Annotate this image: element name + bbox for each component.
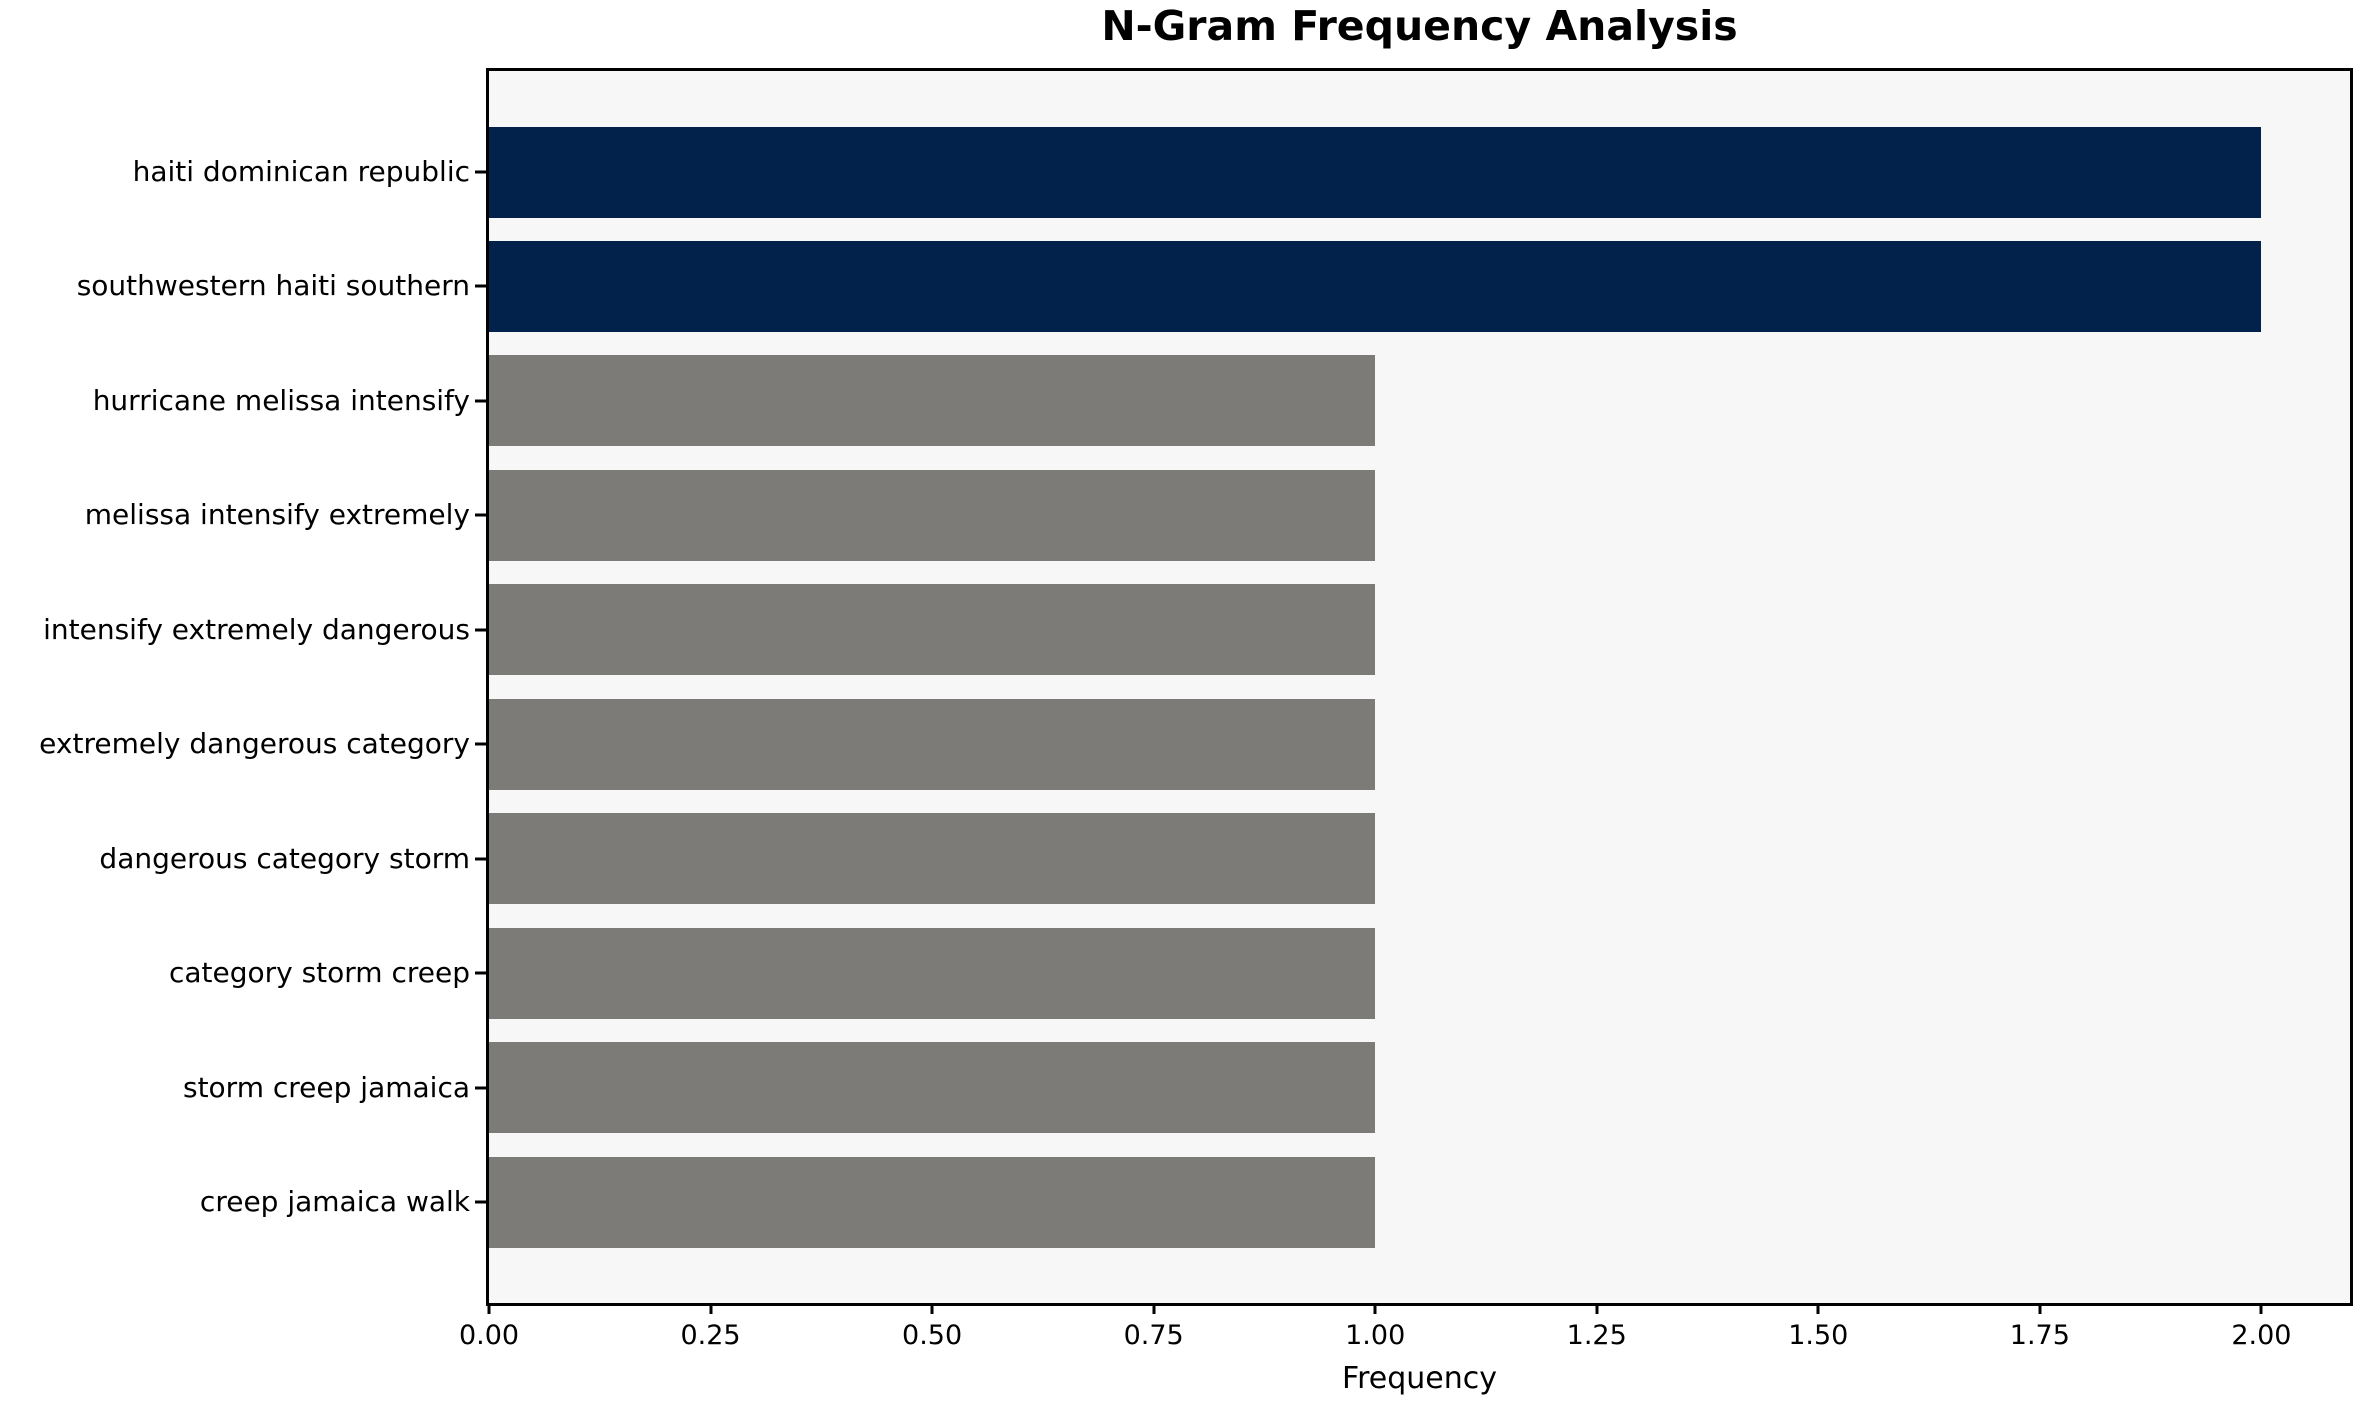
x-tick-mark (1595, 1303, 1599, 1314)
bar (489, 698, 1376, 790)
bar (489, 1156, 1376, 1248)
x-tick-label: 1.25 (1566, 1320, 1627, 1351)
y-tick-label: dangerous category storm (99, 841, 470, 875)
y-tick-mark (475, 971, 486, 975)
y-tick-mark (475, 513, 486, 517)
bar (489, 927, 1376, 1019)
y-tick-mark (475, 628, 486, 632)
bar (489, 126, 2262, 218)
x-tick-mark (487, 1303, 491, 1314)
y-tick-label: hurricane melissa intensify (92, 383, 470, 417)
y-tick-label: storm creep jamaica (182, 1070, 470, 1104)
bar (489, 355, 1376, 447)
x-tick-mark (1816, 1303, 1820, 1314)
x-tick-mark (2038, 1303, 2042, 1314)
x-tick-label: 1.50 (1788, 1320, 1849, 1351)
y-tick-label: creep jamaica walk (199, 1185, 470, 1218)
bar (489, 813, 1376, 905)
plot-area (486, 68, 2353, 1306)
bar (489, 240, 2262, 332)
x-axis-label: Frequency (1342, 1361, 1497, 1396)
bar (489, 584, 1376, 676)
x-tick-mark (2259, 1303, 2263, 1314)
x-tick-mark (709, 1303, 713, 1314)
x-tick-label: 0.25 (680, 1320, 741, 1351)
bar (489, 1042, 1376, 1134)
y-tick-mark (475, 857, 486, 861)
x-tick-mark (930, 1303, 934, 1314)
y-tick-mark (475, 170, 486, 174)
y-tick-label: category storm creep (168, 956, 470, 990)
chart-title: N-Gram Frequency Analysis (1101, 2, 1738, 50)
y-tick-label: extremely dangerous category (39, 727, 470, 761)
y-tick-label: intensify extremely dangerous (43, 612, 470, 646)
y-tick-mark (475, 1086, 486, 1090)
y-tick-label: melissa intensify extremely (84, 498, 470, 532)
x-tick-label: 1.00 (1345, 1320, 1406, 1351)
y-tick-label: southwestern haiti southern (76, 269, 470, 303)
y-tick-label: haiti dominican republic (132, 155, 470, 188)
y-tick-mark (475, 1200, 486, 1204)
x-tick-label: 0.00 (458, 1320, 520, 1351)
y-tick-mark (475, 284, 486, 288)
x-tick-mark (1152, 1303, 1156, 1314)
x-tick-label: 0.75 (1123, 1320, 1184, 1351)
x-tick-label: 2.00 (2231, 1320, 2292, 1351)
y-tick-mark (475, 742, 486, 746)
x-tick-label: 1.75 (2009, 1320, 2070, 1351)
x-tick-label: 0.50 (902, 1320, 963, 1351)
y-tick-mark (475, 399, 486, 403)
bar (489, 469, 1376, 561)
x-tick-mark (1373, 1303, 1377, 1314)
